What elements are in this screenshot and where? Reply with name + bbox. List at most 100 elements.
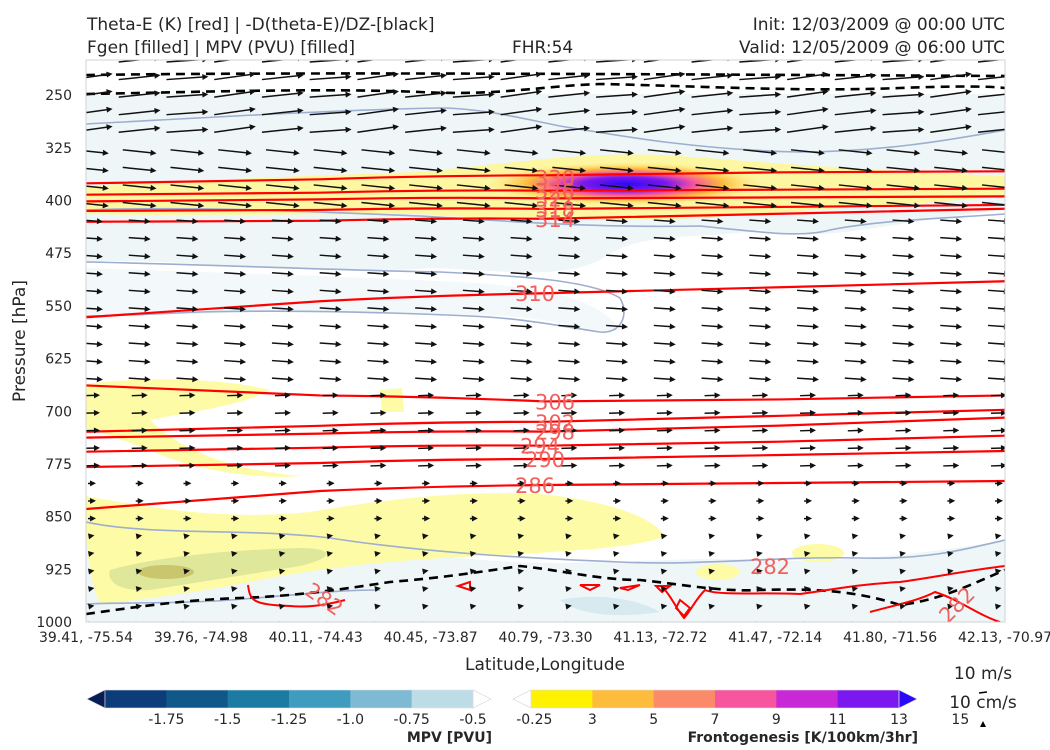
wind-vector-head xyxy=(631,91,639,98)
wind-vector-head xyxy=(189,392,196,399)
wind-vector-shaft xyxy=(86,254,100,258)
wind-vector-head xyxy=(583,72,591,79)
wind-vector-head xyxy=(144,376,151,383)
wind-vector-head xyxy=(621,341,629,348)
wind-vector-head xyxy=(775,74,782,81)
wind-vector-head xyxy=(1013,73,1019,79)
wind-vector-head xyxy=(471,515,478,522)
wind-vector-head xyxy=(866,149,873,156)
x-axis-ticks: 39.41, -75.54 39.76, -74.98 40.11, -74.43 4… xyxy=(39,630,1050,646)
plot-frame xyxy=(85,59,1006,623)
wind-vector-shaft xyxy=(739,93,778,98)
wind-vector-head xyxy=(532,167,539,174)
wind-vector-head xyxy=(765,376,772,383)
wind-vector-head xyxy=(574,235,581,242)
wind-vector-shaft xyxy=(86,342,100,346)
wind-vector-head xyxy=(758,515,765,522)
wind-vector-shaft xyxy=(452,128,492,133)
wind-vector-head xyxy=(805,497,813,504)
wind-vector-head xyxy=(345,74,352,81)
wind-vector-head xyxy=(249,54,255,60)
wind-vector-shaft xyxy=(940,219,959,223)
y-tick-label: 550 xyxy=(45,299,72,315)
wind-vector-head xyxy=(710,480,717,487)
wind-vector-shaft xyxy=(606,289,625,293)
wind-vector-shaft xyxy=(653,307,673,310)
wind-vector-head xyxy=(809,409,817,416)
wind-vector-shaft xyxy=(834,74,874,81)
colorbar-segment xyxy=(592,690,655,708)
wind-vector-shaft xyxy=(166,76,205,81)
wind-vector-head xyxy=(717,305,724,312)
wind-vector-shaft xyxy=(361,201,392,207)
fgen-fill-blob-1 xyxy=(792,544,844,562)
wind-vector-shaft xyxy=(166,128,205,133)
wind-vector-shaft xyxy=(510,236,530,240)
wind-vector-shaft xyxy=(552,149,583,154)
wind-vector-head xyxy=(675,149,682,156)
wind-vector-shaft xyxy=(405,109,444,116)
wind-vector-head xyxy=(341,167,348,174)
wind-vector-head xyxy=(574,323,581,330)
wind-vector-head xyxy=(287,218,294,225)
wind-vector-head xyxy=(428,392,435,399)
wind-vector-head xyxy=(484,202,491,209)
wind-vector-head xyxy=(517,533,525,540)
wind-vector-head xyxy=(567,497,574,504)
wind-vector-head xyxy=(994,550,1002,557)
wind-vector-head xyxy=(183,568,190,575)
wind-vector-head xyxy=(154,72,161,79)
theta-e-label: 302 xyxy=(535,411,575,435)
wind-vector-shaft xyxy=(977,75,1005,81)
colorbar-tick-label: 11 xyxy=(829,712,847,728)
wind-vector-head xyxy=(918,126,925,133)
wind-vector-head xyxy=(866,167,873,174)
y-axis-ticks: 250 325 400 475 550 625 700 775 850 925 1000 xyxy=(36,88,72,631)
wind-vector-head xyxy=(908,270,915,277)
wind-vector-head xyxy=(947,550,954,557)
wind-vector-head xyxy=(1000,392,1005,399)
wind-vector-shaft xyxy=(691,127,730,133)
wind-vector-head xyxy=(565,568,572,575)
wind-vector-head xyxy=(1010,167,1016,173)
wind-vector-head xyxy=(965,124,972,131)
wind-vector-shaft xyxy=(977,93,1005,98)
wind-vector-shaft xyxy=(844,272,864,275)
wind-vector-shaft xyxy=(224,254,243,258)
wind-vector-head xyxy=(239,253,247,260)
wind-vector-head xyxy=(280,515,287,522)
wind-vector-shaft xyxy=(415,359,434,363)
wind-vector-shaft xyxy=(844,289,864,293)
wind-vector-head xyxy=(478,253,485,260)
wind-vector-head xyxy=(93,427,100,434)
wind-vector-shaft xyxy=(987,272,1005,275)
wind-vector-shaft xyxy=(643,91,682,98)
wind-vector-head xyxy=(380,409,387,416)
wind-vector-shaft xyxy=(695,166,726,172)
wind-vector-head xyxy=(422,603,429,610)
wind-vector-shaft xyxy=(749,219,768,223)
wind-vector-head xyxy=(565,533,572,540)
wind-vector-shaft xyxy=(749,307,768,310)
wind-vector-shaft xyxy=(357,91,396,98)
wind-vector-shaft xyxy=(844,219,864,223)
wind-vector-head xyxy=(345,91,352,98)
wind-vector-head xyxy=(102,149,109,156)
wind-vector-head xyxy=(106,106,113,113)
wind-vector-head xyxy=(424,515,431,522)
wind-vector-head xyxy=(239,270,247,277)
wind-vector-head xyxy=(905,445,912,452)
wind-vector-head xyxy=(1013,108,1019,114)
wind-vector-head xyxy=(901,497,908,504)
wind-vector-shaft xyxy=(224,324,243,328)
wind-vector-head xyxy=(488,109,495,116)
wind-vector-head xyxy=(523,462,530,469)
wind-vector-shaft xyxy=(86,272,100,275)
wind-vector-head xyxy=(809,392,817,399)
wind-vector-shaft xyxy=(122,201,154,207)
wind-vector-head xyxy=(618,392,626,399)
wind-vector-shaft xyxy=(606,359,625,363)
wind-vector-shaft xyxy=(653,254,673,258)
wind-vector-head xyxy=(96,358,103,365)
wind-vector-head xyxy=(245,202,253,209)
